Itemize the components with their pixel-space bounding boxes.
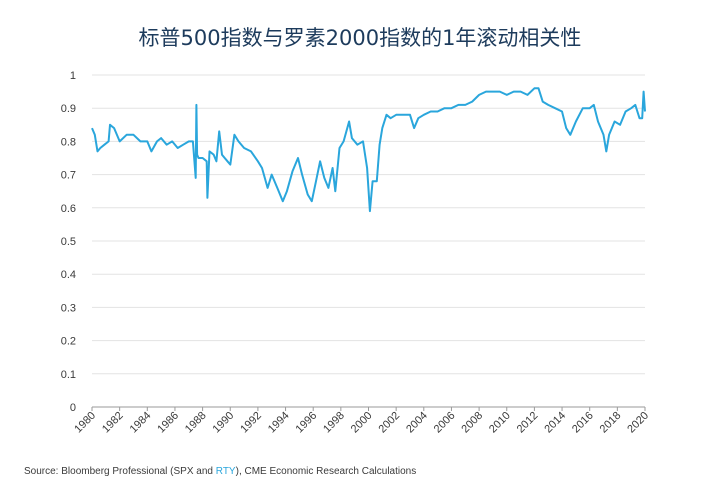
x-tick-label: 1988	[183, 410, 209, 436]
x-tick-label: 2016	[570, 410, 596, 436]
x-tick-label: 1994	[266, 410, 292, 436]
source-note: Source: Bloomberg Professional (SPX and …	[24, 466, 416, 477]
y-tick-label: 0.9	[61, 103, 76, 115]
x-tick-label: 2006	[432, 410, 458, 436]
x-tick-label: 1980	[72, 410, 98, 436]
x-tick-label: 2014	[542, 410, 568, 436]
y-tick-label: 0.3	[61, 302, 76, 314]
x-tick-label: 1990	[211, 410, 237, 436]
x-tick-label: 2004	[404, 410, 430, 436]
x-tick-label: 2002	[376, 410, 402, 436]
y-tick-label: 0.2	[61, 336, 76, 348]
series-line-0	[91, 87, 646, 213]
source-suffix: ), CME Economic Research Calculations	[235, 466, 417, 477]
y-tick-label: 0.8	[61, 136, 76, 148]
chart-title: 标普500指数与罗素2000指数的1年滚动相关性	[138, 26, 582, 50]
x-axis-ticks: 1980 1982 1984 1986 1988 1990 1992 1994 1996 1998…	[72, 407, 651, 435]
y-tick-label: 0.6	[61, 203, 76, 215]
x-tick-label: 2020	[625, 410, 651, 436]
x-tick-label: 2000	[349, 410, 375, 436]
x-tick-label: 2010	[487, 410, 513, 436]
y-tick-label: 0.7	[61, 170, 76, 182]
x-tick-label: 1992	[238, 410, 264, 436]
y-tick-label: 0.4	[61, 269, 76, 281]
y-tick-label: 0.5	[61, 236, 76, 248]
x-tick-label: 2018	[598, 410, 624, 436]
gridlines	[92, 74, 645, 375]
x-tick-label: 2012	[515, 410, 541, 436]
x-tick-label: 2008	[459, 410, 485, 436]
y-tick-label: 0	[70, 402, 76, 414]
y-axis-ticks: 0 0.1 0.2 0.3 0.4 0.5 0.6 0.7 0.8 0.9 1	[61, 70, 76, 414]
x-tick-label: 1998	[321, 410, 347, 436]
y-tick-label: 0.1	[61, 369, 76, 381]
x-tick-label: 1996	[294, 410, 320, 436]
x-tick-label: 1986	[155, 410, 181, 436]
y-tick-label: 1	[70, 70, 76, 82]
x-tick-label: 1984	[128, 410, 154, 436]
source-prefix: Source: Bloomberg Professional (SPX and	[24, 466, 216, 477]
x-tick-label: 1982	[100, 410, 126, 436]
source-highlight: RTY	[215, 466, 236, 477]
series-group	[91, 87, 646, 213]
